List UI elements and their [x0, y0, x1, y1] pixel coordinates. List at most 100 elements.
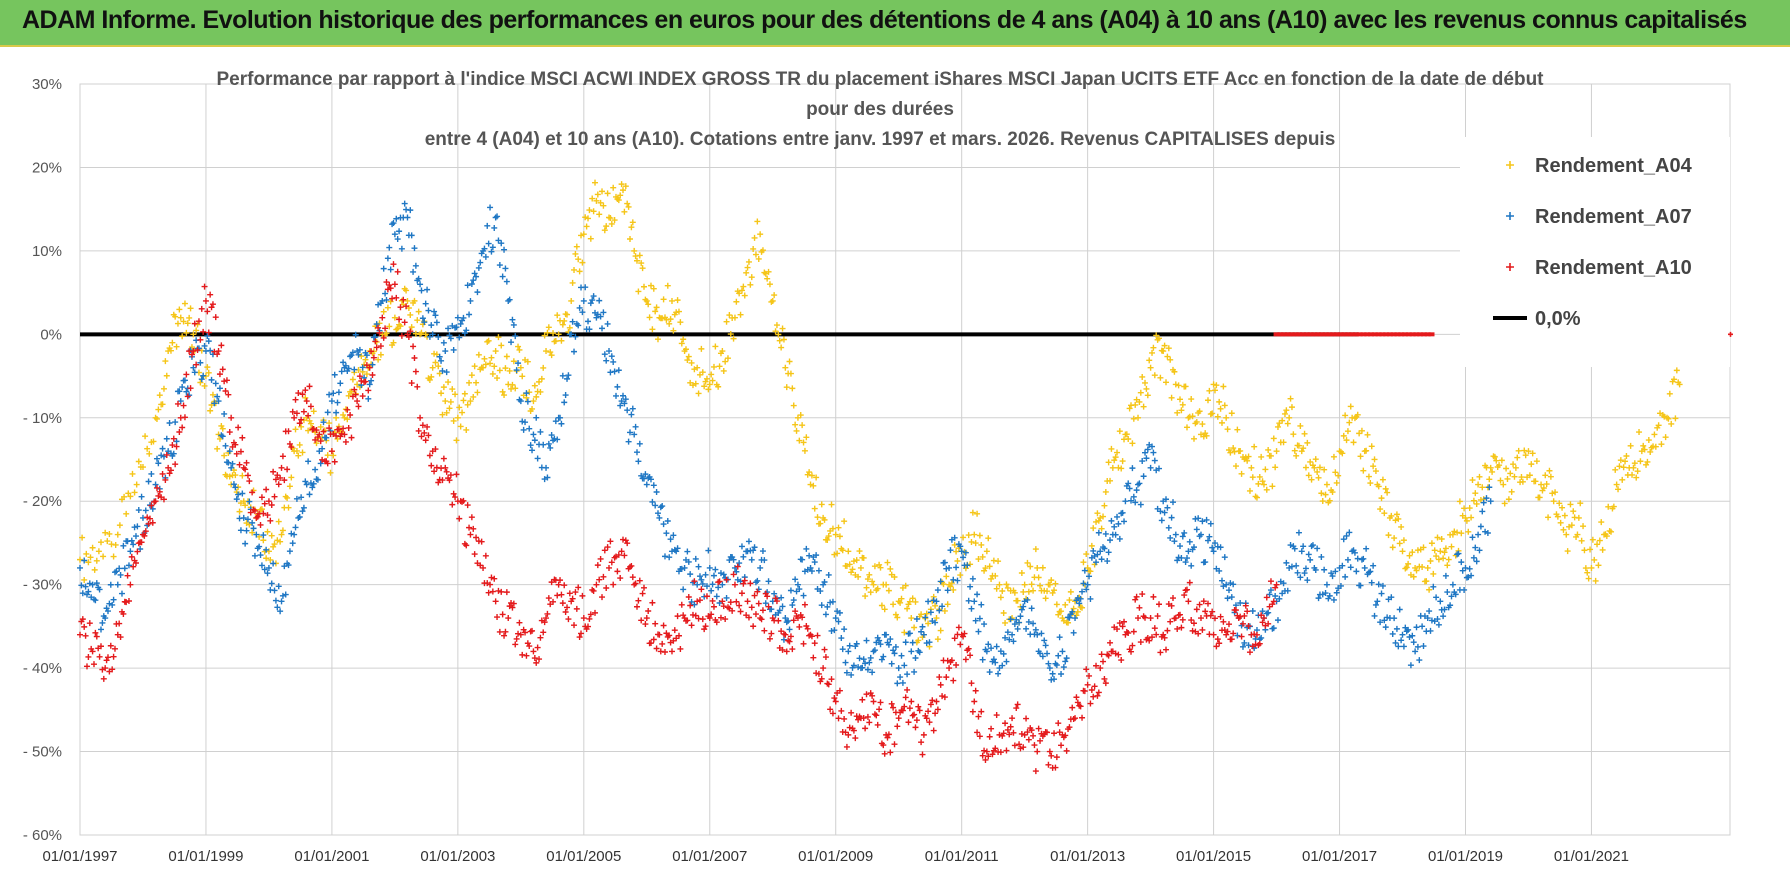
data-point-fill	[536, 378, 543, 385]
data-point-fill	[121, 493, 128, 500]
data-point	[190, 348, 197, 355]
data-point-fill	[1246, 649, 1253, 656]
data-point-fill	[491, 363, 498, 370]
data-point-fill	[561, 582, 568, 589]
data-point-fill	[1256, 640, 1263, 647]
data-point-fill	[249, 519, 256, 526]
data-point-fill	[415, 308, 422, 315]
data-point-fill	[473, 379, 480, 386]
data-point-fill	[647, 282, 654, 289]
data-point-fill	[184, 393, 191, 400]
data-point-fill	[972, 540, 979, 547]
data-point-fill	[498, 342, 505, 349]
data-point-fill	[1112, 650, 1119, 657]
data-point-fill	[1163, 646, 1170, 653]
data-point-fill	[1594, 541, 1601, 548]
data-point-fill	[1393, 625, 1400, 632]
data-point-fill	[167, 347, 174, 354]
data-point-fill	[494, 375, 501, 382]
data-point-fill	[755, 600, 762, 607]
data-point-fill	[153, 415, 160, 422]
data-point-fill	[123, 510, 130, 517]
data-point-fill	[1503, 465, 1510, 472]
data-point-fill	[1137, 389, 1144, 396]
data-point-fill	[773, 322, 780, 329]
data-point-fill	[446, 405, 453, 412]
data-point-fill	[969, 575, 976, 582]
data-point-fill	[125, 598, 132, 605]
data-point-fill	[1314, 545, 1321, 552]
data-point-fill	[1237, 600, 1244, 607]
data-point-fill	[815, 567, 822, 574]
data-point-fill	[576, 634, 583, 641]
data-point-fill	[277, 608, 284, 615]
data-point-fill	[93, 580, 100, 587]
data-point-fill	[307, 403, 314, 410]
data-point-fill	[979, 553, 986, 560]
data-point-fill	[1440, 555, 1447, 562]
data-point-fill	[1020, 744, 1027, 751]
data-point-fill	[836, 609, 843, 616]
data-point-fill	[1645, 437, 1652, 444]
data-point-fill	[274, 604, 281, 611]
data-point	[429, 364, 436, 371]
data-point-fill	[969, 509, 976, 516]
data-point-fill	[640, 283, 647, 290]
data-point-fill	[576, 304, 583, 311]
data-point-fill	[1189, 413, 1196, 420]
data-point-fill	[1044, 588, 1051, 595]
data-point-fill	[635, 288, 642, 295]
data-point-fill	[642, 471, 649, 478]
data-point-fill	[1230, 445, 1237, 452]
data-point-fill	[1206, 533, 1213, 540]
data-point-fill	[104, 538, 111, 545]
data-point-fill	[1153, 631, 1160, 638]
data-point-fill	[918, 628, 925, 635]
data-point	[303, 481, 310, 488]
data-point-fill	[263, 486, 270, 493]
data-point-fill	[684, 617, 691, 624]
data-point-fill	[904, 686, 911, 693]
data-point-fill	[1144, 446, 1151, 453]
data-point-fill	[251, 552, 258, 559]
legend-label: Rendement_A04	[1535, 155, 1693, 177]
data-point	[253, 531, 260, 538]
data-point-fill	[803, 434, 810, 441]
data-point-fill	[564, 375, 571, 382]
data-point-fill	[233, 496, 240, 503]
data-point-fill	[1156, 465, 1163, 472]
data-point-fill	[393, 215, 400, 222]
report-title: ADAM Informe. Evolution historique des p…	[22, 6, 1747, 34]
data-point-fill	[1322, 590, 1329, 597]
data-point-fill	[488, 248, 495, 255]
data-point-fill	[1051, 676, 1058, 683]
data-point-fill	[1281, 410, 1288, 417]
data-point-fill	[680, 336, 687, 343]
data-point-fill	[326, 420, 333, 427]
data-point-fill	[1093, 518, 1100, 525]
data-point	[593, 197, 600, 204]
data-point-fill	[748, 556, 755, 563]
data-point-fill	[661, 553, 668, 560]
data-point-fill	[1312, 456, 1319, 463]
data-point-fill	[600, 202, 607, 209]
data-point-fill	[1004, 726, 1011, 733]
data-point-fill	[169, 339, 176, 346]
data-point-fill	[1568, 522, 1575, 529]
data-point-fill	[1216, 640, 1223, 647]
data-point-fill	[625, 203, 632, 210]
data-point-fill	[1126, 405, 1133, 412]
data-point-fill	[764, 593, 771, 600]
data-point-fill	[1041, 637, 1048, 644]
data-point-fill	[412, 262, 419, 269]
data-point-fill	[1603, 533, 1610, 540]
data-point-fill	[1216, 398, 1223, 405]
data-point-fill	[1188, 396, 1195, 403]
data-point-fill	[992, 745, 999, 752]
data-point-fill	[506, 367, 513, 374]
data-point-fill	[1104, 558, 1111, 565]
data-point-fill	[1066, 724, 1073, 731]
data-point-fill	[930, 597, 937, 604]
y-tick-label: 30%	[32, 76, 62, 93]
data-point-fill	[544, 610, 551, 617]
